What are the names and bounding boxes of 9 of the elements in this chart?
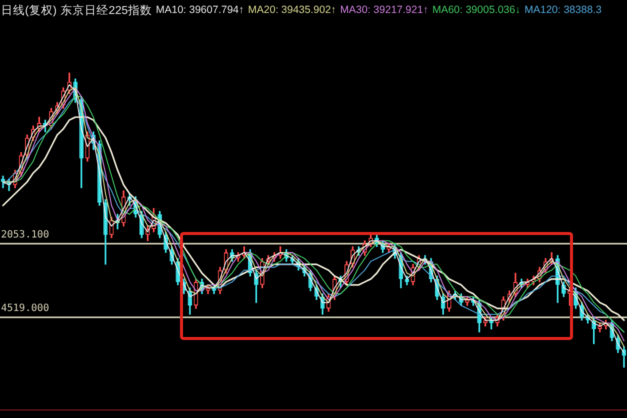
- chart-title: 东京日经225指数: [60, 4, 152, 18]
- text: MA10: 39607.794↑: [156, 4, 244, 16]
- annotation: 4519.000: [1, 302, 50, 314]
- text: MA60: 39005.036↓: [432, 4, 520, 16]
- annotation: 2053.100: [1, 229, 50, 240]
- chart-subtitle: 日线(复权): [1, 4, 57, 18]
- text: MA30: 39217.921↑: [340, 4, 428, 16]
- text: MA20: 39435.902↑: [248, 4, 336, 16]
- text: MA120: 38388.3: [524, 4, 602, 16]
